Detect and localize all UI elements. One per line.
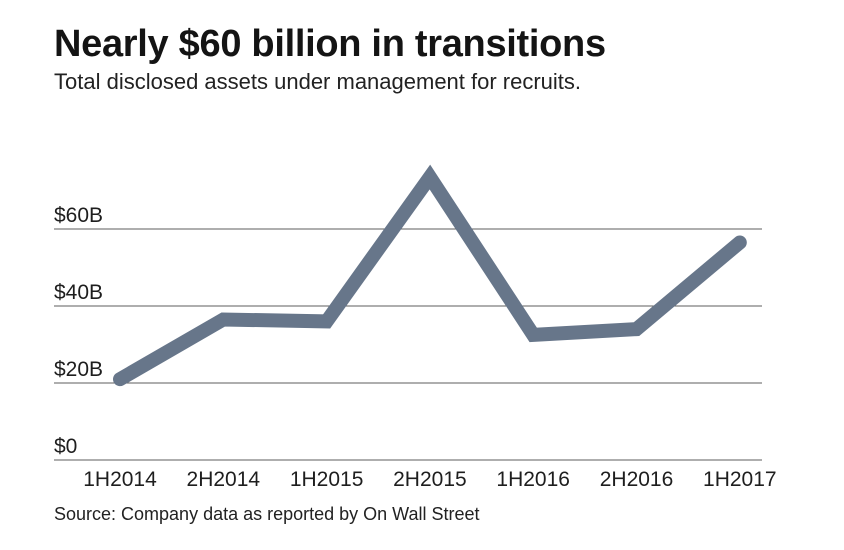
series-layer: [113, 164, 747, 387]
x-tick-label: 2H2015: [393, 468, 467, 491]
x-axis-ticks: 1H2014 2H2014 1H2015 2H2015 1H2016 2H2016 1H20…: [83, 468, 776, 491]
y-tick-label: $60B: [54, 204, 103, 227]
y-tick-label: $40B: [54, 281, 103, 304]
source-note: Source: Company data as reported by On W…: [54, 504, 480, 524]
x-tick-label: 1H2014: [83, 468, 157, 491]
x-tick-label: 1H2017: [703, 468, 777, 491]
x-tick-label: 2H2016: [600, 468, 674, 491]
x-tick-label: 1H2016: [496, 468, 570, 491]
grid-layer: [54, 228, 762, 461]
x-tick-label: 2H2014: [187, 468, 261, 491]
chart-title: Nearly $60 billion in transitions: [54, 23, 606, 65]
chart-subtitle: Total disclosed assets under management …: [54, 69, 582, 94]
y-tick-label: $0: [54, 435, 77, 458]
y-axis-ticks: $0 $20B $40B $60B: [54, 204, 103, 458]
y-tick-label: $20B: [54, 358, 103, 381]
x-tick-label: 1H2015: [290, 468, 364, 491]
series-line: [113, 164, 747, 387]
